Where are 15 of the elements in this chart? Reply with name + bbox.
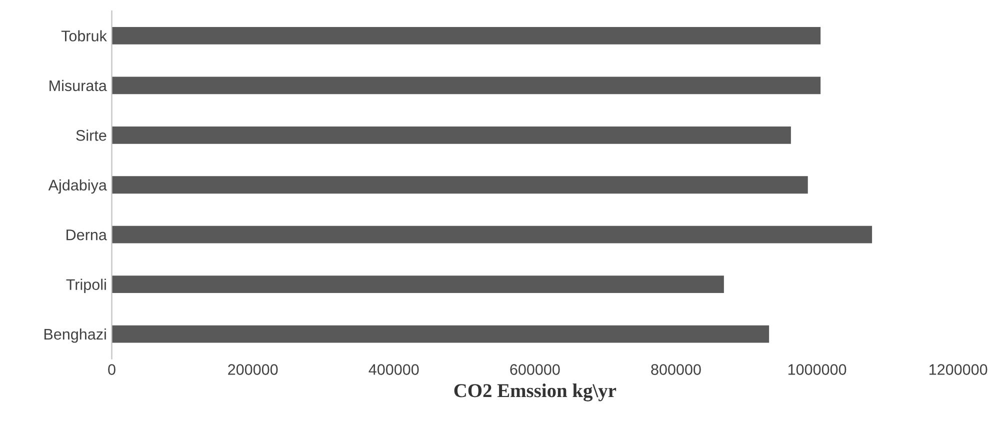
x-tick-label: 600000	[510, 364, 560, 375]
y-tick-label: Ajdabiya	[48, 179, 107, 194]
x-axis-title: CO2 Emssion kg\yr	[454, 384, 616, 402]
x-tick-label: 1000000	[788, 364, 846, 375]
x-tick-label: 400000	[368, 364, 419, 375]
x-tick-label: 0	[108, 364, 116, 375]
y-tick-label: Misurata	[50, 80, 107, 92]
y-tick-label: Benghazi	[44, 328, 106, 343]
x-tick-label: 800000	[651, 364, 701, 375]
x-tick-label: 200000	[228, 364, 278, 375]
y-tick-label: Sirte	[76, 130, 106, 141]
y-tick-label: Tobruk	[61, 30, 107, 42]
x-tick-label: 1200000	[930, 364, 988, 375]
y-tick-label: Derna	[66, 230, 107, 240]
y-tick-label: Tripoli	[66, 278, 106, 294]
